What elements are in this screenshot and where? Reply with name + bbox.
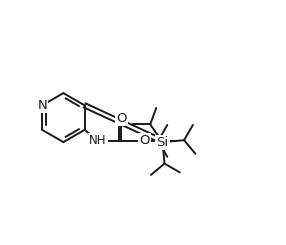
Text: NH: NH xyxy=(89,134,107,147)
Text: O: O xyxy=(139,134,150,147)
Text: Si: Si xyxy=(156,135,169,149)
Text: N: N xyxy=(37,99,47,112)
Text: O: O xyxy=(116,111,127,125)
